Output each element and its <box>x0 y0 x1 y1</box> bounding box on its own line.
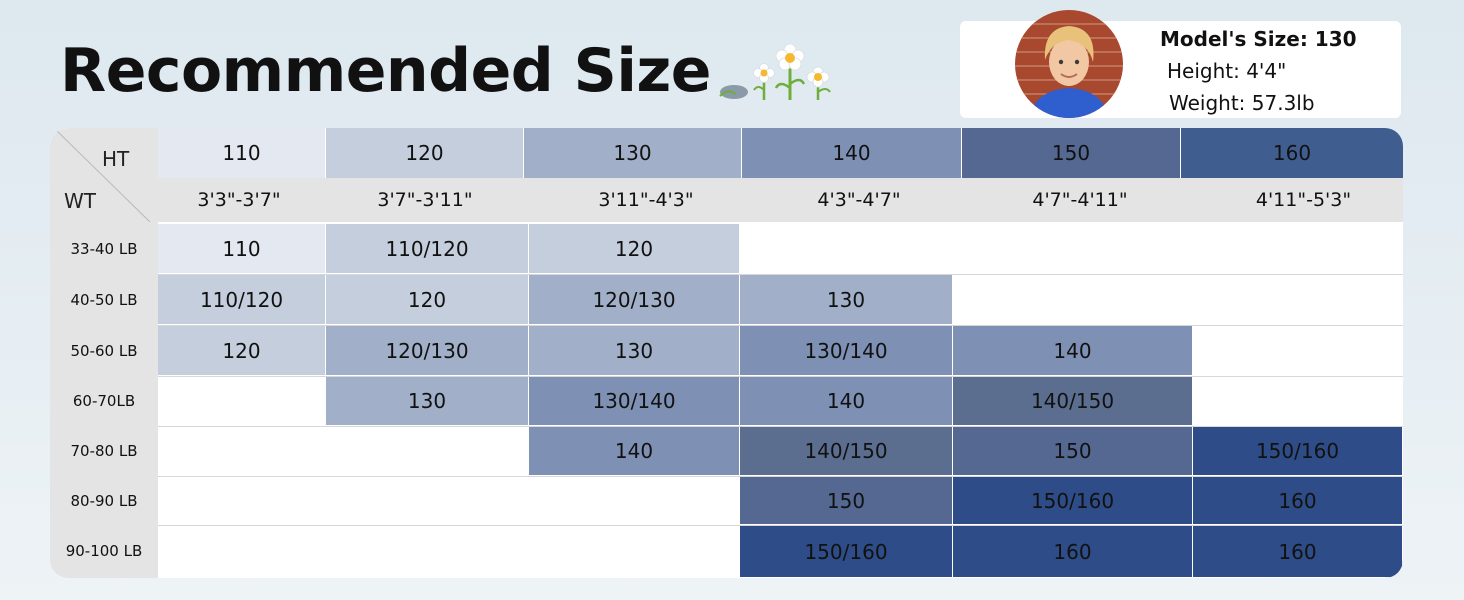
weight-range: 70-80 LB <box>70 442 138 460</box>
size-chart: HT WT 110 120 130 140 150 160 3'3"-3'7" … <box>50 128 1403 578</box>
row-divider <box>158 274 1403 275</box>
size-cell: 140 <box>529 427 740 476</box>
model-height: Height: 4'4" <box>1167 59 1287 83</box>
size-cell: 140 <box>740 377 953 426</box>
size-cell: 120 <box>326 275 529 325</box>
model-weight: Weight: 57.3lb <box>1169 91 1315 115</box>
size-cell: 160 <box>953 526 1193 578</box>
size-cell: 140/150 <box>953 377 1193 426</box>
page-title: Recommended Size <box>60 36 712 106</box>
size-cell: 150/160 <box>953 477 1193 525</box>
size-header: 150 <box>962 128 1181 178</box>
weight-range: 50-60 LB <box>70 342 138 360</box>
size-cell: 150 <box>953 427 1193 476</box>
size-cell: 130/140 <box>740 326 953 376</box>
size-cell: 150 <box>740 477 953 525</box>
row-divider <box>158 476 1403 477</box>
size-cell: 120 <box>158 326 326 376</box>
size-cell: 130 <box>529 326 740 376</box>
weight-range: 60-70LB <box>72 392 136 410</box>
size-cell: 110/120 <box>158 275 326 325</box>
weight-range: 33-40 LB <box>70 240 138 258</box>
height-range-row: 3'3"-3'7" 3'7"-3'11" 3'11"-4'3" 4'3"-4'7… <box>158 178 1403 222</box>
size-cell: 120 <box>529 224 740 274</box>
model-size: Model's Size: 130 <box>1160 27 1357 51</box>
row-divider <box>158 426 1403 427</box>
size-cell: 150/160 <box>1193 427 1403 476</box>
size-header: 160 <box>1181 128 1403 178</box>
model-avatar-icon <box>1015 10 1123 118</box>
size-header: 130 <box>524 128 742 178</box>
size-cell: 120/130 <box>529 275 740 325</box>
table-corner: HT WT <box>50 128 158 222</box>
size-cell: 110 <box>158 224 326 274</box>
height-range: 3'3"-3'7" <box>197 189 281 211</box>
size-header: 140 <box>742 128 962 178</box>
weight-range: 90-100 LB <box>65 542 143 560</box>
weight-column: 33-40 LB 40-50 LB 50-60 LB 60-70LB 70-80… <box>50 222 158 578</box>
size-cell: 140 <box>953 326 1193 376</box>
daisy-flowers-icon <box>719 44 831 100</box>
size-cell: 160 <box>1193 477 1403 525</box>
model-info-card: Model's Size: 130 Height: 4'4" Weight: 5… <box>960 10 1401 118</box>
size-cell: 130/140 <box>529 377 740 426</box>
size-cell: 160 <box>1193 526 1403 578</box>
size-cell: 120/130 <box>326 326 529 376</box>
height-range: 4'7"-4'11" <box>1032 189 1128 211</box>
height-axis-label: HT <box>102 147 130 171</box>
size-cell: 130 <box>740 275 953 325</box>
size-cell: 140/150 <box>740 427 953 476</box>
height-range: 3'11"-4'3" <box>598 189 694 211</box>
weight-range: 40-50 LB <box>70 291 138 309</box>
size-header: 120 <box>326 128 524 178</box>
row-divider <box>158 376 1403 377</box>
row-divider <box>158 525 1403 526</box>
size-header: 110 <box>158 128 326 178</box>
height-range: 4'3"-4'7" <box>817 189 901 211</box>
weight-axis-label: WT <box>64 189 96 213</box>
corner-divider <box>55 129 151 222</box>
size-cell: 150/160 <box>740 526 953 578</box>
weight-range: 80-90 LB <box>70 492 138 510</box>
size-cell: 110/120 <box>326 224 529 274</box>
row-divider <box>158 325 1403 326</box>
size-cell: 130 <box>326 377 529 426</box>
height-range: 4'11"-5'3" <box>1255 189 1352 211</box>
height-range: 3'7"-3'11" <box>377 189 473 211</box>
